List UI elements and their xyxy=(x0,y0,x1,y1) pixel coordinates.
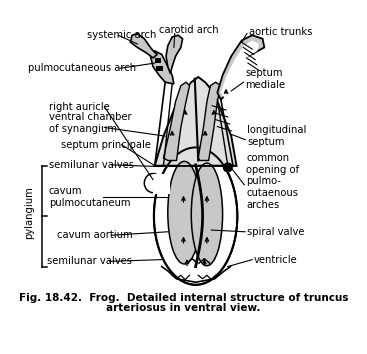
Text: arteriosus in ventral view.: arteriosus in ventral view. xyxy=(106,303,261,313)
Text: semilunar valves: semilunar valves xyxy=(49,160,134,170)
Text: septum principale: septum principale xyxy=(61,140,151,150)
Polygon shape xyxy=(155,77,236,166)
Text: semilunar valves: semilunar valves xyxy=(47,256,132,266)
Text: ventricle: ventricle xyxy=(254,255,298,264)
Text: pulmocutaneous arch: pulmocutaneous arch xyxy=(28,63,136,73)
Polygon shape xyxy=(198,82,221,160)
Text: longitudinal
septum: longitudinal septum xyxy=(247,125,306,147)
Text: aortic trunks: aortic trunks xyxy=(249,27,312,37)
Text: septum
mediale: septum mediale xyxy=(245,68,285,90)
Text: carotid arch: carotid arch xyxy=(159,25,219,35)
Text: ventral chamber
of synangium: ventral chamber of synangium xyxy=(49,112,131,134)
Circle shape xyxy=(224,163,232,172)
Polygon shape xyxy=(221,40,259,98)
Bar xyxy=(155,58,161,63)
Text: systemic arch: systemic arch xyxy=(87,30,156,40)
Ellipse shape xyxy=(154,147,237,285)
Bar xyxy=(153,173,170,194)
Text: Fig. 18.42.  Frog.  Detailed internal structure of truncus: Fig. 18.42. Frog. Detailed internal stru… xyxy=(19,293,348,303)
Text: spiral valve: spiral valve xyxy=(247,227,305,237)
Polygon shape xyxy=(166,35,182,74)
Bar xyxy=(156,66,163,71)
Ellipse shape xyxy=(144,173,162,193)
Text: cavum aortium: cavum aortium xyxy=(57,230,133,240)
Text: common
opening of
pulmo-
cutaenous
arches: common opening of pulmo- cutaenous arche… xyxy=(246,153,299,210)
Ellipse shape xyxy=(168,161,201,264)
Polygon shape xyxy=(150,51,174,84)
Text: right auricle: right auricle xyxy=(49,102,109,112)
Polygon shape xyxy=(130,34,157,58)
Polygon shape xyxy=(163,82,189,160)
Ellipse shape xyxy=(156,149,236,283)
Polygon shape xyxy=(217,35,264,99)
Text: cavum
pulmocutaneum: cavum pulmocutaneum xyxy=(49,186,130,208)
Ellipse shape xyxy=(191,163,222,266)
Text: pylangium: pylangium xyxy=(25,186,34,239)
